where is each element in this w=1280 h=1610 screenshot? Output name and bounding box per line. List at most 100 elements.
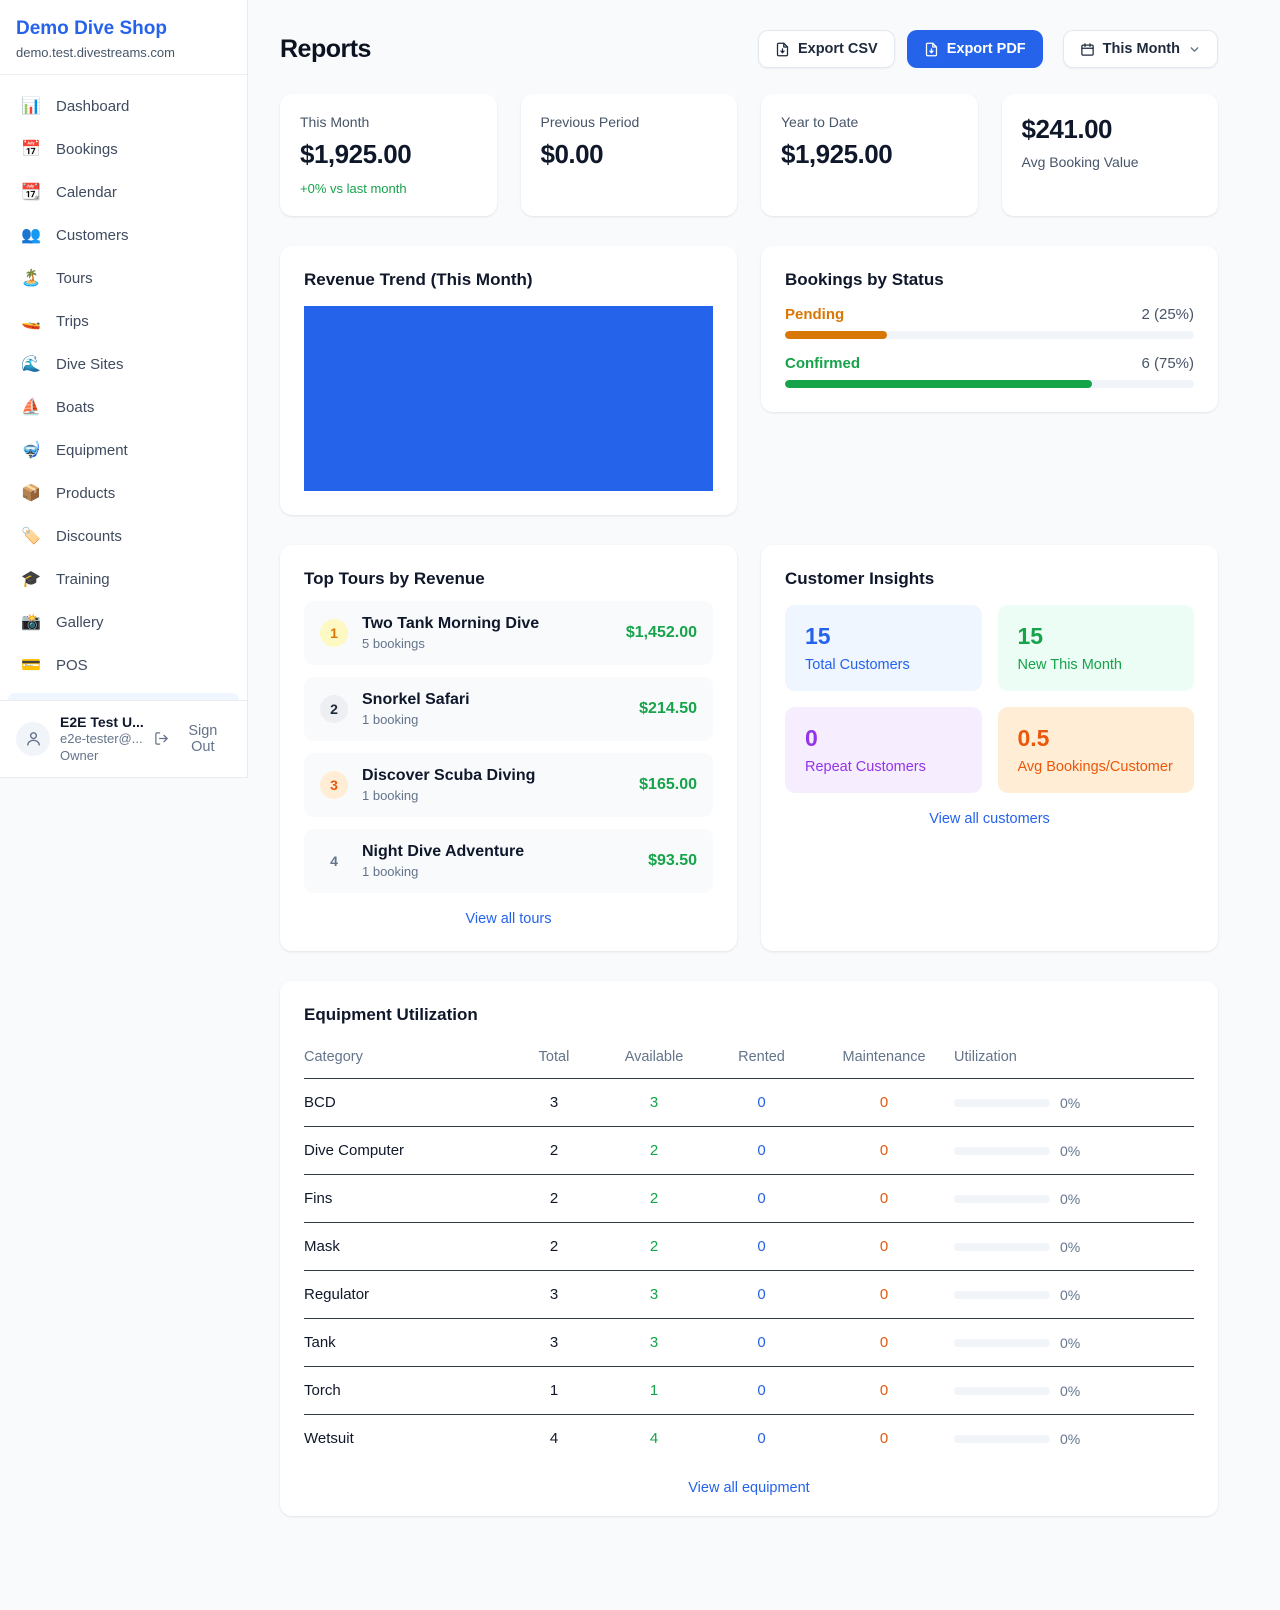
sidebar-item-label: Dashboard (56, 98, 130, 115)
stat-cards: This Month $1,925.00 +0% vs last month P… (280, 94, 1218, 216)
table-row: Regulator 3 3 0 0 0% (304, 1270, 1194, 1319)
sidebar-item-label: Trips (56, 313, 89, 330)
export-pdf-button[interactable]: Export PDF (906, 30, 1043, 68)
tile-value: 0 (805, 725, 818, 751)
view-all-customers-link[interactable]: View all customers (785, 811, 1194, 827)
tile-value: 0.5 (1017, 725, 1050, 751)
revenue-trend-card: Revenue Trend (This Month) (280, 246, 737, 515)
customer-insights-title: Customer Insights (785, 569, 935, 588)
utilization-cell: 0% (954, 1239, 1194, 1255)
export-csv-button[interactable]: Export CSV (757, 30, 895, 68)
tour-bookings: 1 booking (362, 864, 419, 879)
cell-category: BCD (304, 1078, 509, 1127)
sidebar-item-customers[interactable]: 👥 Customers (8, 214, 239, 257)
sidebar: Demo Dive Shop demo.test.divestreams.com… (0, 0, 248, 778)
user-role: Owner (60, 748, 99, 764)
cell-category: Regulator (304, 1270, 509, 1319)
utilization-percent: 0% (1060, 1286, 1081, 1303)
wave-icon: 🌊 (21, 355, 41, 373)
cell-total: 2 (509, 1222, 599, 1271)
cell-rented: 0 (709, 1078, 814, 1127)
column-header-maintenance: Maintenance (814, 1039, 954, 1079)
period-selector[interactable]: This Month (1062, 30, 1218, 68)
equipment-table: Category Total Available Rented Maintena… (304, 1039, 1194, 1462)
tile-label: Avg Bookings/Customer (1017, 759, 1173, 775)
utilization-cell: 0% (954, 1095, 1194, 1111)
cell-rented: 0 (709, 1318, 814, 1367)
sidebar-item-discounts[interactable]: 🏷️ Discounts (8, 515, 239, 558)
tour-bookings: 5 bookings (362, 636, 425, 651)
sidebar-item-label: Tours (56, 270, 93, 287)
file-download-icon (924, 42, 939, 57)
view-all-tours-link[interactable]: View all tours (304, 911, 713, 927)
shop-domain: demo.test.divestreams.com (16, 45, 175, 60)
sidebar-item-bookings[interactable]: 📅 Bookings (8, 128, 239, 171)
cell-rented: 0 (709, 1222, 814, 1271)
sidebar-item-trips[interactable]: 🚤 Trips (8, 300, 239, 343)
rank-badge: 1 (320, 619, 348, 647)
sidebar-item-products[interactable]: 📦 Products (8, 472, 239, 515)
cell-rented: 0 (709, 1126, 814, 1175)
sidebar-item-gallery[interactable]: 📸 Gallery (8, 601, 239, 644)
camera-icon: 📸 (21, 613, 41, 631)
status-bar-track (785, 380, 1194, 388)
rank-badge: 4 (330, 853, 338, 869)
island-icon: 🏝️ (21, 269, 41, 287)
table-row: Torch 1 1 0 0 0% (304, 1366, 1194, 1415)
sidebar-item-pos[interactable]: 💳 POS (8, 644, 239, 687)
cell-available: 3 (599, 1270, 709, 1319)
tour-row[interactable]: 2 Snorkel Safari 1 booking $214.50 (304, 677, 713, 741)
cell-total: 3 (509, 1318, 599, 1367)
sidebar-item-label: Products (56, 485, 116, 502)
shop-name[interactable]: Demo Dive Shop (16, 18, 167, 39)
sidebar-item-label: Boats (56, 399, 95, 416)
tour-name: Two Tank Morning Dive (362, 615, 540, 632)
sidebar-item-boats[interactable]: ⛵ Boats (8, 386, 239, 429)
tearoff-calendar-icon: 📆 (21, 183, 41, 201)
person-icon (25, 730, 42, 747)
tile-new-this-month: 15 New This Month (997, 605, 1194, 691)
tour-bookings: 1 booking (362, 788, 419, 803)
graduation-cap-icon: 🎓 (21, 570, 41, 588)
header-actions: Export CSV Export PDF This Month (757, 30, 1218, 68)
cell-total: 3 (509, 1078, 599, 1127)
table-header-row: Category Total Available Rented Maintena… (304, 1039, 1194, 1079)
utilization-bar-track (954, 1242, 1050, 1251)
status-bar-fill (785, 380, 1092, 388)
cell-total: 2 (509, 1126, 599, 1175)
sidebar-item-dashboard[interactable]: 📊 Dashboard (8, 85, 239, 128)
cell-available: 3 (599, 1318, 709, 1367)
view-all-equipment-link[interactable]: View all equipment (304, 1480, 1194, 1496)
column-header-rented: Rented (709, 1039, 814, 1079)
tour-row[interactable]: 1 Two Tank Morning Dive 5 bookings $1,45… (304, 601, 713, 665)
cell-rented: 0 (709, 1174, 814, 1223)
charts-row: Revenue Trend (This Month) Bookings by S… (280, 246, 1218, 515)
sidebar-item-label: Discounts (56, 528, 122, 545)
export-csv-label: Export CSV (797, 41, 878, 57)
sidebar-item-tours[interactable]: 🏝️ Tours (8, 257, 239, 300)
sidebar-active-item-partial[interactable] (8, 693, 239, 700)
tour-name: Snorkel Safari (362, 691, 470, 708)
equipment-utilization-card: Equipment Utilization Category Total Ava… (280, 981, 1218, 1516)
tour-row[interactable]: 3 Discover Scuba Diving 1 booking $165.0… (304, 753, 713, 817)
utilization-cell: 0% (954, 1143, 1194, 1159)
customer-insights-card: Customer Insights 15 Total Customers 15 … (761, 545, 1218, 951)
status-row-confirmed: Confirmed 6 (75%) (785, 355, 1194, 388)
status-label: Confirmed (785, 355, 860, 372)
cell-maintenance: 0 (814, 1270, 954, 1319)
top-tours-title: Top Tours by Revenue (304, 569, 485, 588)
stat-delta: +0% vs last month (300, 181, 407, 196)
revenue-trend-chart (304, 306, 713, 491)
stat-card-year-to-date: Year to Date $1,925.00 (761, 94, 978, 216)
sign-out-button[interactable]: Sign Out (154, 723, 231, 755)
sidebar-item-dive-sites[interactable]: 🌊 Dive Sites (8, 343, 239, 386)
sidebar-item-training[interactable]: 🎓 Training (8, 558, 239, 601)
utilization-bar-track (954, 1098, 1050, 1107)
cell-category: Torch (304, 1366, 509, 1415)
utilization-cell: 0% (954, 1431, 1194, 1447)
cell-total: 2 (509, 1174, 599, 1223)
sidebar-item-calendar[interactable]: 📆 Calendar (8, 171, 239, 214)
sidebar-item-equipment[interactable]: 🤿 Equipment (8, 429, 239, 472)
user-info: E2E Test U... e2e-tester@... Owner (60, 713, 144, 765)
tour-row[interactable]: 4 Night Dive Adventure 1 booking $93.50 (304, 829, 713, 893)
